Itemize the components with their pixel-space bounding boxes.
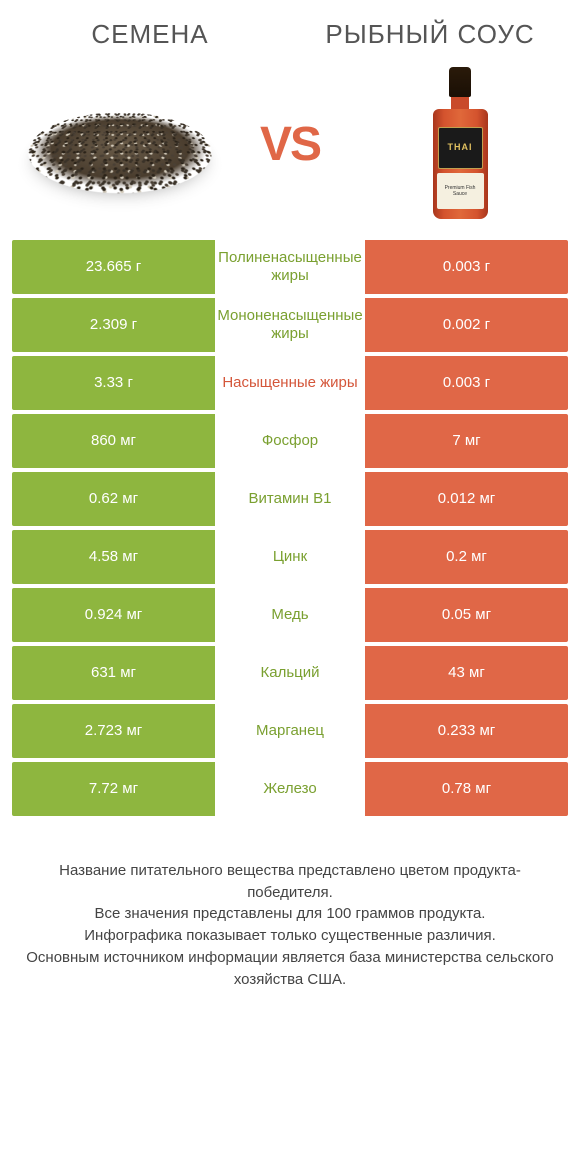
left-value: 7.72 мг xyxy=(12,762,215,816)
nutrient-label: Железо xyxy=(215,762,365,816)
table-row: 860 мгФосфор7 мг xyxy=(12,414,568,468)
footnote-line: Инфографика показывает только существенн… xyxy=(20,925,560,947)
nutrient-label: Витамин B1 xyxy=(215,472,365,526)
right-value: 0.012 мг xyxy=(365,472,568,526)
table-row: 3.33 гНасыщенные жиры0.003 г xyxy=(12,356,568,410)
right-value: 0.78 мг xyxy=(365,762,568,816)
nutrient-label: Мононенасыщенные жиры xyxy=(215,298,365,352)
table-row: 0.924 мгМедь0.05 мг xyxy=(12,588,568,642)
right-value: 0.233 мг xyxy=(365,704,568,758)
footnotes: Название питательного вещества представл… xyxy=(0,820,580,1001)
table-row: 2.309 гМононенасыщенные жиры0.002 г xyxy=(12,298,568,352)
right-value: 7 мг xyxy=(365,414,568,468)
nutrient-label: Цинк xyxy=(215,530,365,584)
left-value: 0.924 мг xyxy=(12,588,215,642)
nutrient-label: Насыщенные жиры xyxy=(215,356,365,410)
bottle-brand-label: THAI xyxy=(438,127,483,169)
right-product-title: РЫБНЫЙ СОУС xyxy=(318,20,542,50)
nutrient-label: Фосфор xyxy=(215,414,365,468)
footnote-line: Название питательного вещества представл… xyxy=(20,860,560,904)
fish-sauce-bottle-icon: THAI Premium Fish Sauce xyxy=(433,67,488,222)
table-row: 2.723 мгМарганец0.233 мг xyxy=(12,704,568,758)
table-row: 23.665 гПолиненасыщенные жиры0.003 г xyxy=(12,240,568,294)
header: СЕМЕНА РЫБНЫЙ СОУС xyxy=(0,0,580,60)
right-value: 0.05 мг xyxy=(365,588,568,642)
right-value: 0.2 мг xyxy=(365,530,568,584)
left-value: 4.58 мг xyxy=(12,530,215,584)
nutrient-label: Полиненасыщенные жиры xyxy=(215,240,365,294)
left-value: 631 мг xyxy=(12,646,215,700)
table-row: 7.72 мгЖелезо0.78 мг xyxy=(12,762,568,816)
left-value: 23.665 г xyxy=(12,240,215,294)
left-value: 0.62 мг xyxy=(12,472,215,526)
images-row: VS THAI Premium Fish Sauce xyxy=(0,60,580,240)
table-row: 4.58 мгЦинк0.2 мг xyxy=(12,530,568,584)
left-value: 860 мг xyxy=(12,414,215,468)
vs-label: VS xyxy=(260,117,320,172)
right-value: 0.003 г xyxy=(365,356,568,410)
left-product-title: СЕМЕНА xyxy=(38,20,262,50)
nutrient-label: Медь xyxy=(215,588,365,642)
chia-seeds-icon xyxy=(8,112,231,193)
comparison-table: 23.665 гПолиненасыщенные жиры0.003 г2.30… xyxy=(0,240,580,816)
footnote-line: Все значения представлены для 100 граммо… xyxy=(20,903,560,925)
bottle-sub-label: Premium Fish Sauce xyxy=(437,173,484,209)
left-value: 2.309 г xyxy=(12,298,215,352)
nutrient-label: Кальций xyxy=(215,646,365,700)
left-value: 2.723 мг xyxy=(12,704,215,758)
table-row: 631 мгКальций43 мг xyxy=(12,646,568,700)
right-value: 0.002 г xyxy=(365,298,568,352)
left-product-image xyxy=(20,70,220,220)
right-product-image: THAI Premium Fish Sauce xyxy=(360,70,560,220)
footnote-line: Основным источником информации является … xyxy=(20,947,560,991)
table-row: 0.62 мгВитамин B10.012 мг xyxy=(12,472,568,526)
left-value: 3.33 г xyxy=(12,356,215,410)
right-value: 0.003 г xyxy=(365,240,568,294)
nutrient-label: Марганец xyxy=(215,704,365,758)
right-value: 43 мг xyxy=(365,646,568,700)
